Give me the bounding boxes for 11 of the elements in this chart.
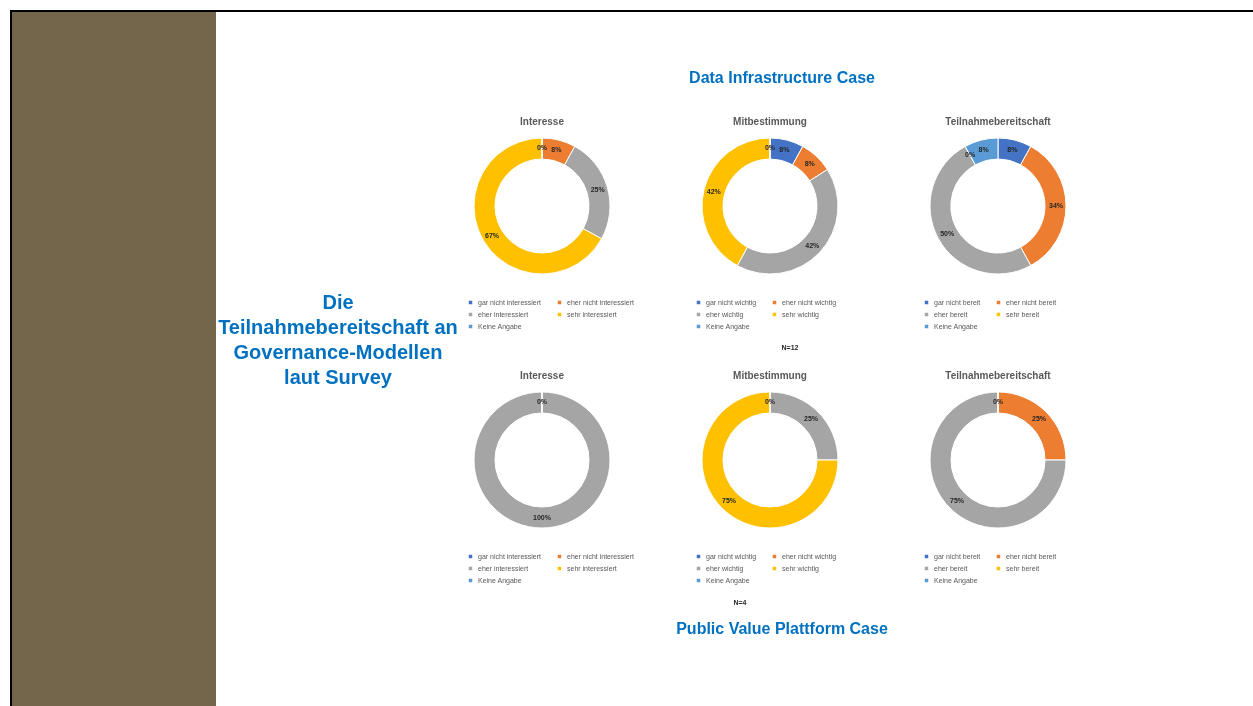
text: Die Teilnahmebereitschaft an Governance-Modellen laut Survey bbox=[218, 290, 458, 390]
donut-slice bbox=[929, 391, 1067, 529]
text: Data Infrastructure Case bbox=[688, 69, 876, 88]
chart-title: Teilnahmebereitschaft bbox=[945, 116, 1052, 127]
text: Public Value Plattform Case bbox=[675, 620, 889, 639]
chart-title: Mitbestimmung bbox=[733, 370, 807, 381]
chart-title: Mitbestimmung bbox=[733, 116, 807, 127]
chart-title: Teilnahmebereitschaft bbox=[945, 370, 1052, 381]
chart-title: Interesse bbox=[520, 370, 565, 381]
donut-slice bbox=[701, 391, 839, 529]
chart-title: Interesse bbox=[520, 116, 565, 127]
